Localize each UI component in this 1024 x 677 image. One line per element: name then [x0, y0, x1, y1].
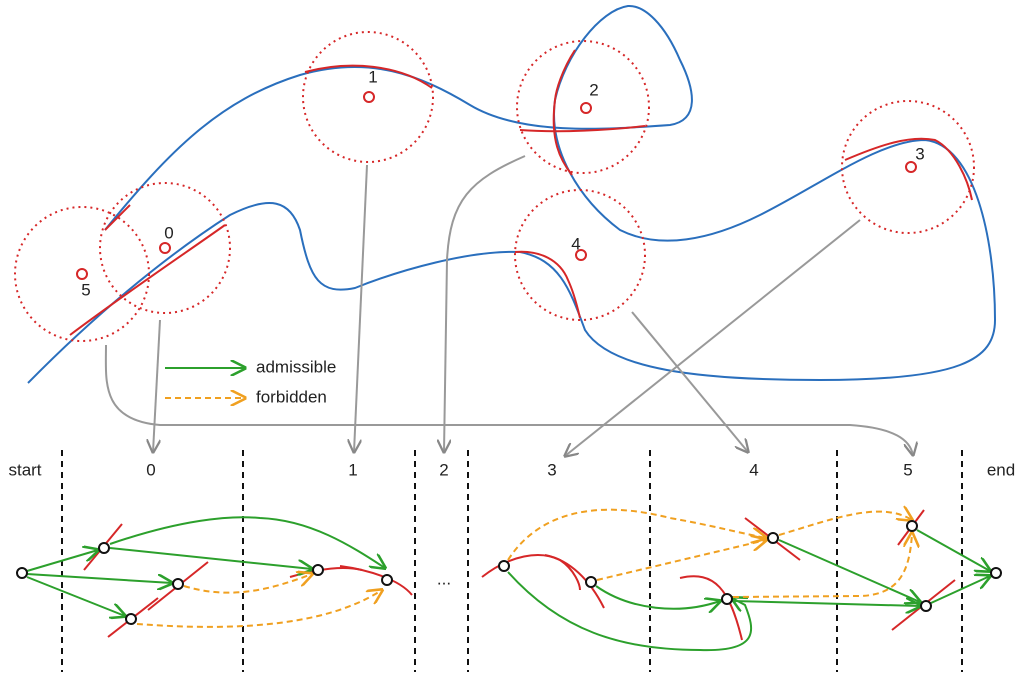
segment — [519, 49, 646, 176]
arrow — [104, 344, 913, 455]
center — [76, 268, 88, 280]
region — [516, 40, 650, 174]
edges — [26, 508, 990, 652]
column-label: 3 — [547, 460, 556, 479]
region — [302, 31, 434, 163]
column-label: end — [987, 460, 1015, 479]
node — [381, 574, 393, 586]
segment — [844, 137, 973, 201]
top-curves — [27, 4, 997, 384]
center — [905, 161, 917, 173]
edge — [109, 547, 312, 569]
segment — [69, 224, 226, 336]
node — [312, 564, 324, 576]
edge — [595, 585, 720, 609]
tangent — [679, 575, 743, 641]
edge — [183, 574, 312, 594]
column-label: start — [8, 460, 41, 479]
segment — [104, 204, 131, 231]
node — [920, 600, 932, 612]
column-label: 1 — [348, 460, 357, 479]
region-label: 4 — [571, 234, 580, 253]
node — [767, 532, 779, 544]
legend: admissible forbidden — [165, 357, 336, 406]
edge — [26, 550, 98, 572]
arrow — [444, 155, 526, 452]
column-label: 4 — [749, 460, 758, 479]
region-label: 2 — [589, 80, 598, 99]
arrow — [631, 311, 748, 452]
region-label: 5 — [81, 280, 90, 299]
segment — [304, 64, 433, 89]
arrow — [153, 319, 161, 452]
edge — [109, 516, 385, 568]
region — [14, 206, 150, 342]
edge — [596, 540, 766, 581]
region-label: 3 — [915, 144, 924, 163]
region — [99, 182, 231, 314]
node — [990, 567, 1002, 579]
ellipsis: ... — [437, 569, 451, 588]
segment — [514, 250, 581, 319]
center — [159, 242, 171, 254]
node — [172, 578, 184, 590]
edge — [26, 576, 125, 616]
edge — [732, 533, 912, 598]
edge — [732, 601, 920, 606]
center — [575, 249, 587, 261]
edge — [930, 576, 990, 604]
regions: 0 1 2 3 4 5 — [14, 31, 975, 342]
node — [125, 613, 137, 625]
node — [498, 560, 510, 572]
node — [721, 593, 733, 605]
region-label: 1 — [368, 67, 377, 86]
region — [514, 189, 646, 321]
legend-label: forbidden — [256, 387, 327, 406]
node — [585, 576, 597, 588]
node — [98, 542, 110, 554]
center — [363, 91, 375, 103]
tangent — [481, 554, 581, 591]
nodes — [16, 520, 1002, 625]
trajectory — [27, 4, 997, 384]
graph: start 0 1 2 3 4 5 end ... — [8, 450, 1015, 672]
edge — [916, 529, 990, 571]
region — [841, 100, 975, 234]
tangent — [339, 565, 413, 596]
edge — [136, 590, 382, 628]
node — [16, 567, 28, 579]
column-label: 2 — [439, 460, 448, 479]
arrow — [565, 219, 861, 456]
node — [906, 520, 918, 532]
edge — [778, 512, 912, 536]
region-label: 0 — [164, 223, 173, 242]
column-label: 0 — [146, 460, 155, 479]
tangent — [289, 567, 363, 578]
edge — [26, 573, 172, 583]
edge — [778, 539, 920, 602]
mapping-arrows — [104, 155, 913, 456]
center — [580, 102, 592, 114]
tangents — [83, 509, 956, 641]
edge — [507, 571, 753, 652]
tangent — [544, 554, 605, 609]
legend-label: admissible — [256, 357, 336, 376]
column-label: 5 — [903, 460, 912, 479]
edge — [507, 508, 766, 561]
arrow — [354, 164, 368, 452]
